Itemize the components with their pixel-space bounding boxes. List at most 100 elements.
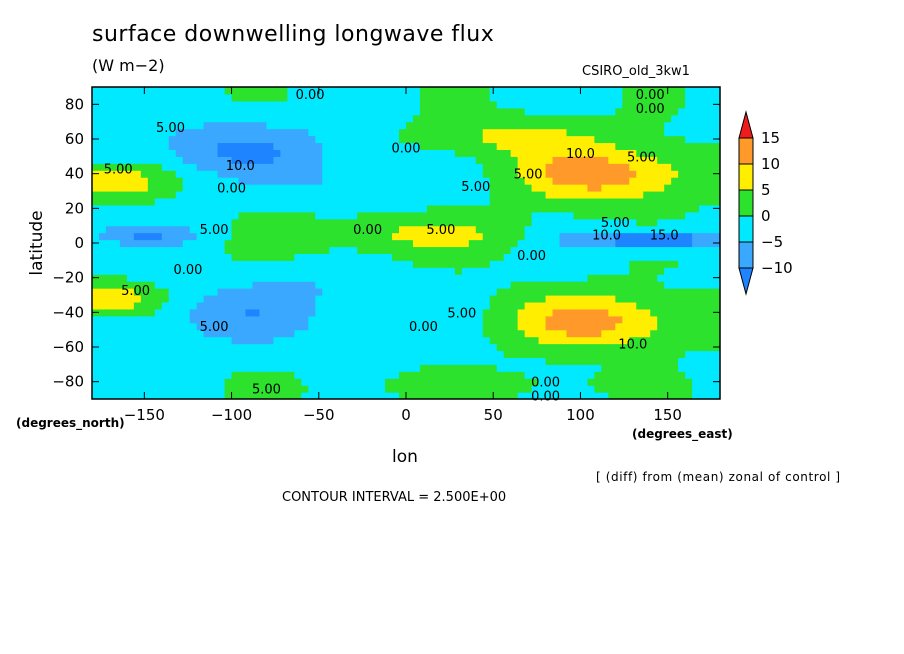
field-cell (322, 197, 330, 206)
field-cell (294, 149, 302, 157)
field-cell (713, 301, 720, 310)
field-cell (552, 253, 561, 261)
field-cell (608, 253, 616, 261)
field-cell (713, 177, 720, 185)
field-cell (461, 322, 470, 331)
field-cell (336, 364, 344, 372)
field-cell (308, 177, 316, 185)
field-cell (350, 371, 358, 379)
field-cell (657, 149, 665, 157)
field-cell (175, 225, 184, 234)
field-cell (510, 308, 519, 317)
field-cell (601, 329, 609, 338)
field-cell (531, 93, 540, 102)
field-cell (587, 295, 596, 303)
field-cell (608, 93, 616, 102)
field-cell (133, 267, 142, 275)
field-cell (196, 170, 205, 178)
field-cell (664, 232, 672, 241)
field-cell (482, 225, 491, 234)
field-cell (580, 295, 589, 303)
field-cell (343, 288, 351, 296)
field-cell (664, 301, 672, 310)
field-cell (133, 156, 142, 164)
field-cell (650, 371, 658, 379)
field-cell (231, 135, 240, 144)
field-cell (196, 135, 205, 144)
field-cell (133, 343, 142, 352)
field-cell (287, 281, 295, 289)
field-cell (357, 184, 365, 192)
field-cell (489, 135, 498, 144)
field-cell (552, 281, 561, 289)
field-cell (608, 142, 616, 150)
field-cell (189, 274, 198, 282)
field-cell (545, 232, 554, 241)
field-cell (699, 225, 707, 234)
field-cell (545, 191, 554, 199)
field-cell (245, 274, 254, 282)
field-cell (489, 156, 498, 164)
field-cell (315, 329, 323, 338)
field-cell (343, 315, 351, 324)
field-cell (280, 392, 288, 399)
field-cell (489, 295, 498, 303)
field-cell (713, 336, 720, 345)
field-cell (678, 336, 686, 345)
field-cell (468, 184, 477, 192)
field-cell (440, 336, 449, 345)
field-cell (496, 295, 505, 303)
field-cell (580, 274, 589, 282)
field-cell (447, 308, 456, 317)
field-cell (140, 204, 149, 213)
field-cell (426, 295, 435, 303)
field-cell (559, 350, 568, 358)
field-cell (98, 163, 107, 171)
field-cell (238, 197, 247, 206)
field-cell (419, 301, 428, 310)
field-cell (287, 218, 295, 227)
field-cell (112, 239, 121, 248)
field-cell (622, 322, 630, 331)
field-cell (266, 156, 275, 164)
field-cell (92, 315, 100, 324)
field-cell (280, 87, 288, 95)
field-cell (678, 295, 686, 303)
field-cell (552, 107, 561, 116)
field-cell (273, 301, 282, 310)
field-cell (552, 364, 561, 372)
field-cell (475, 357, 484, 365)
field-cell (657, 322, 665, 331)
field-cell (699, 239, 707, 248)
field-cell (105, 239, 114, 248)
field-cell (189, 204, 198, 213)
field-cell (357, 357, 365, 365)
field-cell (315, 357, 323, 365)
field-cell (664, 204, 672, 213)
field-cell (406, 135, 414, 144)
field-cell (217, 288, 226, 296)
field-cell (301, 177, 309, 185)
field-cell (559, 343, 568, 352)
field-cell (594, 364, 602, 372)
field-cell (475, 295, 484, 303)
field-cell (287, 385, 295, 393)
field-cell (392, 107, 400, 116)
field-cell (161, 267, 170, 275)
field-cell (210, 329, 219, 338)
field-cell (503, 371, 512, 379)
field-cell (210, 246, 219, 254)
field-cell (112, 170, 121, 178)
field-cell (608, 301, 616, 310)
field-cell (308, 191, 316, 199)
field-cell (336, 260, 344, 268)
field-cell (510, 267, 519, 275)
field-cell (622, 274, 630, 282)
field-cell (713, 315, 720, 324)
field-cell (406, 322, 414, 331)
field-cell (259, 364, 268, 372)
field-cell (329, 315, 337, 324)
field-cell (552, 218, 561, 227)
field-cell (545, 163, 554, 171)
field-cell (224, 191, 233, 199)
